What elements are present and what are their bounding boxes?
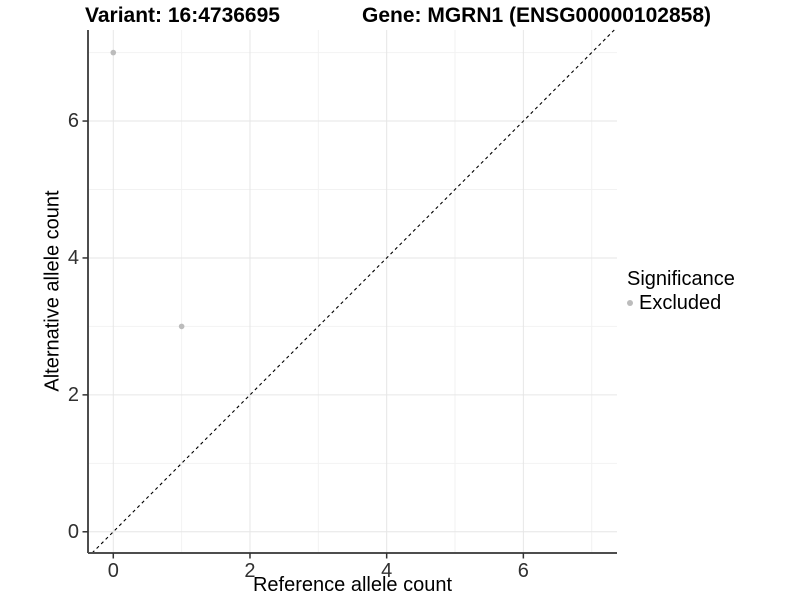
identity-line [91,29,615,554]
gene-title: Gene: MGRN1 (ENSG00000102858) [362,4,711,27]
y-tick-label: 4 [67,246,79,269]
data-point [110,49,117,56]
legend-item-excluded: Excluded [627,292,735,314]
x-tick-label: 0 [107,560,119,582]
legend-title: Significance [627,268,735,290]
x-tick-label: 6 [517,560,529,582]
y-axis-title: Alternative allele count [41,190,64,392]
x-tick-label: 2 [244,560,256,582]
data-point [178,323,185,330]
legend-item-label: Excluded [639,292,722,314]
y-tick-label: 2 [67,383,79,406]
y-tick-label: 6 [67,110,79,133]
x-axis-title: Reference allele count [252,574,452,596]
y-tick-label: 0 [67,520,79,543]
legend: Significance Excluded [627,267,735,314]
x-tick-label: 4 [381,560,393,582]
variant-title: Variant: 16:4736695 [85,4,280,27]
excluded-point-icon [627,300,633,306]
